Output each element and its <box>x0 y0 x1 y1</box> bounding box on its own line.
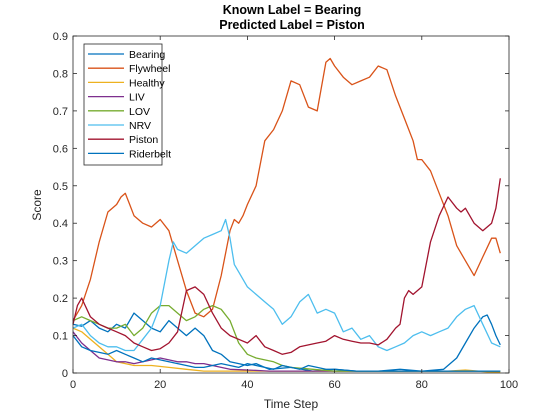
y-tick-label: 0.7 <box>53 106 68 118</box>
legend-label-healthy: Healthy <box>129 77 165 89</box>
y-tick-label: 0.9 <box>53 31 68 43</box>
legend-label-nrv: NRV <box>129 120 151 132</box>
y-tick-label: 0.5 <box>53 181 68 193</box>
series-lines <box>72 57 501 373</box>
x-tick-label: 60 <box>328 379 340 391</box>
series-line-piston <box>72 178 501 355</box>
x-axis-label: Time Step <box>264 397 319 411</box>
legend-label-piston: Piston <box>129 134 158 146</box>
x-axis-ticks: 0 20 40 60 80 100 <box>70 36 518 391</box>
y-tick-label: 0.8 <box>53 68 68 80</box>
series-line-flywheel <box>72 57 501 321</box>
series-line-bearing <box>72 312 501 372</box>
y-axis-ticks: 0 0.1 0.2 0.3 0.4 0.5 0.6 0.7 0.8 0.9 <box>53 31 509 380</box>
series-line-nrv <box>72 218 501 352</box>
legend: Bearing Flywheel Healthy LIV LOV NRV Piston Rid… <box>83 43 171 166</box>
x-tick-label: 100 <box>500 379 518 391</box>
y-tick-label: 0.4 <box>53 218 68 230</box>
y-tick-label: 0 <box>62 368 68 380</box>
y-tick-label: 0.1 <box>53 331 68 343</box>
y-tick-label: 0.3 <box>53 256 68 268</box>
x-tick-label: 80 <box>416 379 428 391</box>
series-line-riderbelt <box>72 335 501 372</box>
legend-box <box>83 43 163 166</box>
x-tick-label: 40 <box>241 379 253 391</box>
legend-label-lov: LOV <box>129 106 150 118</box>
axes-frame <box>72 35 510 374</box>
y-tick-label: 0.6 <box>53 143 68 155</box>
legend-label-riderbelt: Riderbelt <box>129 148 171 160</box>
chart-title: Known Label = Bearing Predicted Label = … <box>219 3 365 32</box>
legend-label-flywheel: Flywheel <box>129 63 170 75</box>
series-line-liv <box>72 331 501 372</box>
x-tick-label: 0 <box>70 379 76 391</box>
chart-title-line-1: Known Label = Bearing <box>223 3 362 17</box>
y-tick-label: 0.2 <box>53 293 68 305</box>
x-tick-label: 20 <box>154 379 166 391</box>
y-axis-label: Score <box>30 189 44 221</box>
legend-label-bearing: Bearing <box>129 49 165 61</box>
legend-label-liv: LIV <box>129 92 145 104</box>
series-line-lov <box>72 304 501 372</box>
chart-title-line-2: Predicted Label = Piston <box>219 18 365 32</box>
